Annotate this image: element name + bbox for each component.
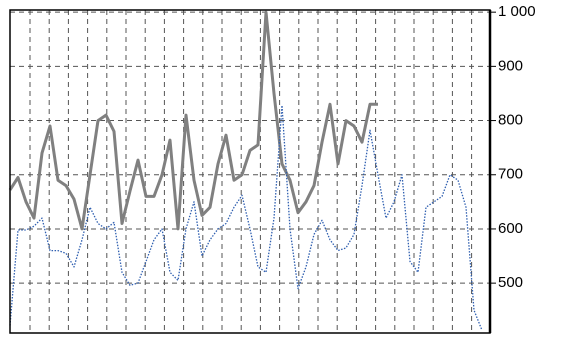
y-tick-label: 600 — [498, 220, 523, 237]
y-tick-label: 700 — [498, 166, 523, 183]
y-tick-label: 800 — [498, 112, 523, 129]
y-tick-label: 1 000 — [498, 3, 536, 20]
series-line — [9, 104, 483, 331]
y-tick-label: 900 — [498, 57, 523, 74]
plot-area — [10, 10, 490, 333]
series-line — [8, 10, 378, 231]
y-tick-label: 500 — [498, 274, 523, 291]
